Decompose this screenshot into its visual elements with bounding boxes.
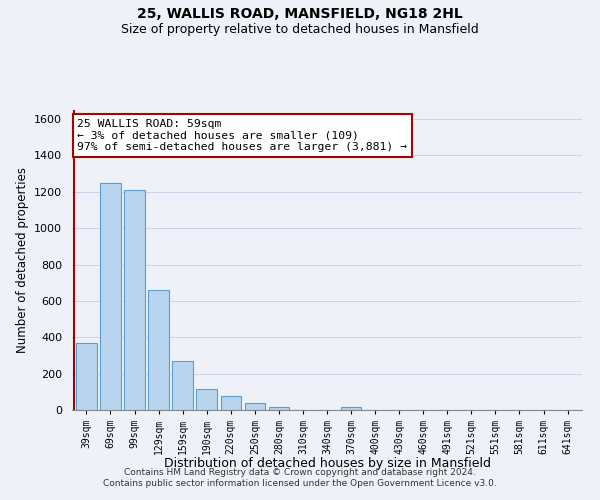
Bar xyxy=(100,182,121,410)
Bar xyxy=(269,406,289,410)
Text: 25, WALLIS ROAD, MANSFIELD, NG18 2HL: 25, WALLIS ROAD, MANSFIELD, NG18 2HL xyxy=(137,8,463,22)
Bar xyxy=(341,408,361,410)
Bar xyxy=(124,190,145,410)
Bar xyxy=(221,396,241,410)
Text: Distribution of detached houses by size in Mansfield: Distribution of detached houses by size … xyxy=(163,458,491,470)
Bar xyxy=(172,361,193,410)
Bar xyxy=(196,389,217,410)
Text: Contains HM Land Registry data © Crown copyright and database right 2024.
Contai: Contains HM Land Registry data © Crown c… xyxy=(103,468,497,487)
Bar xyxy=(245,403,265,410)
Y-axis label: Number of detached properties: Number of detached properties xyxy=(16,167,29,353)
Bar xyxy=(148,290,169,410)
Text: Size of property relative to detached houses in Mansfield: Size of property relative to detached ho… xyxy=(121,22,479,36)
Text: 25 WALLIS ROAD: 59sqm
← 3% of detached houses are smaller (109)
97% of semi-deta: 25 WALLIS ROAD: 59sqm ← 3% of detached h… xyxy=(77,119,407,152)
Bar xyxy=(76,342,97,410)
